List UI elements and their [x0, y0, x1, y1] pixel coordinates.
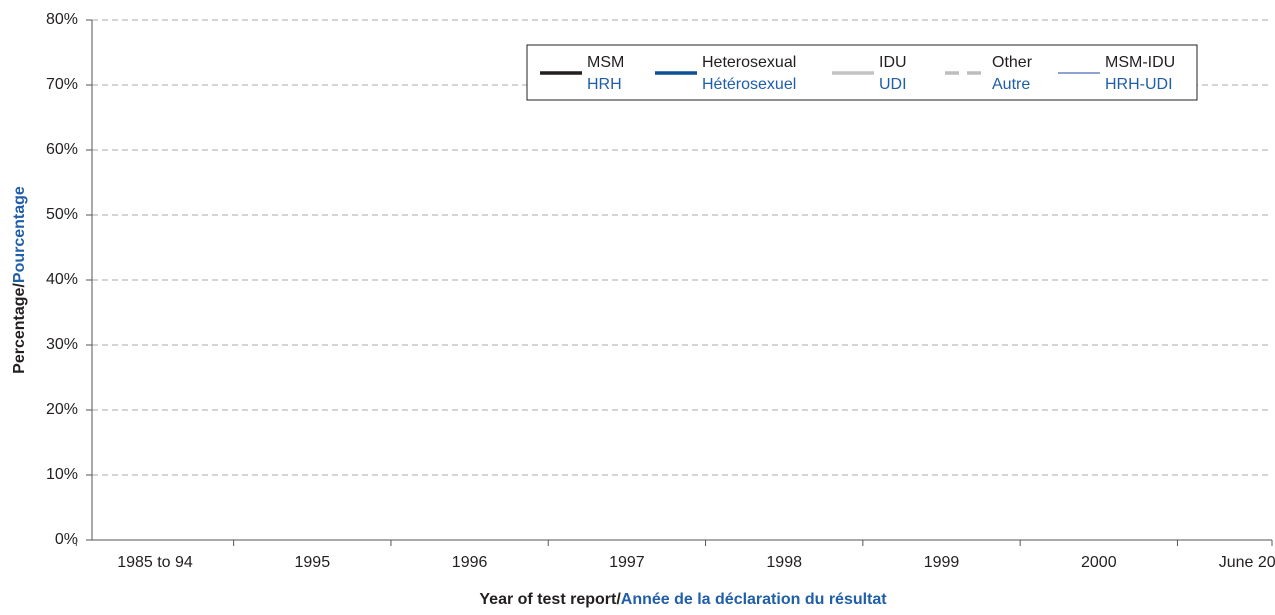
y-tick-label: 60%	[46, 141, 78, 158]
y-tick-label: 20%	[46, 401, 78, 418]
legend-label: MSM-IDU	[1105, 54, 1175, 71]
legend-label-fr: UDI	[879, 76, 907, 93]
legend-label-fr: HRH-UDI	[1105, 76, 1173, 93]
x-tick-label: 1995	[295, 554, 331, 571]
y-tick-label: 0%	[55, 531, 78, 548]
y-tick-label: 70%	[46, 76, 78, 93]
legend-label: Heterosexual	[702, 54, 796, 71]
x-tick-label: 1999	[924, 554, 960, 571]
y-axis-title-fr: Pourcentage	[11, 186, 28, 283]
y-tick-label: 40%	[46, 271, 78, 288]
legend-label: MSM	[587, 54, 624, 71]
legend-label-fr: Hétérosexuel	[702, 76, 796, 93]
legend-label-fr: HRH	[587, 76, 622, 93]
y-axis-title: Percentage/Pourcentage	[11, 186, 28, 374]
y-axis-title-en: Percentage/	[11, 283, 28, 374]
x-axis-title-en: Year of test report/	[479, 591, 621, 608]
x-tick-label: June 2001	[1219, 554, 1275, 571]
x-tick-label: 2000	[1081, 554, 1117, 571]
y-tick-label: 10%	[46, 466, 78, 483]
legend-label-fr: Autre	[992, 76, 1030, 93]
x-tick-label: 1985 to 94	[117, 554, 193, 571]
x-axis-title-fr: Année de la déclaration du résultat	[621, 591, 888, 608]
legend-label: Other	[992, 54, 1033, 71]
x-axis-title: Year of test report/Année de la déclarat…	[479, 591, 887, 608]
y-tick-label: 80%	[46, 11, 78, 28]
legend: MSM HRH Heterosexual Hétérosexuel IDU UDI Othe…	[526, 44, 1198, 101]
y-tick-label: 50%	[46, 206, 78, 223]
legend-label: IDU	[879, 54, 907, 71]
x-tick-label: 1996	[452, 554, 488, 571]
y-tick-label: 30%	[46, 336, 78, 353]
x-tick-label: 1997	[609, 554, 645, 571]
x-tick-label: 1998	[766, 554, 802, 571]
